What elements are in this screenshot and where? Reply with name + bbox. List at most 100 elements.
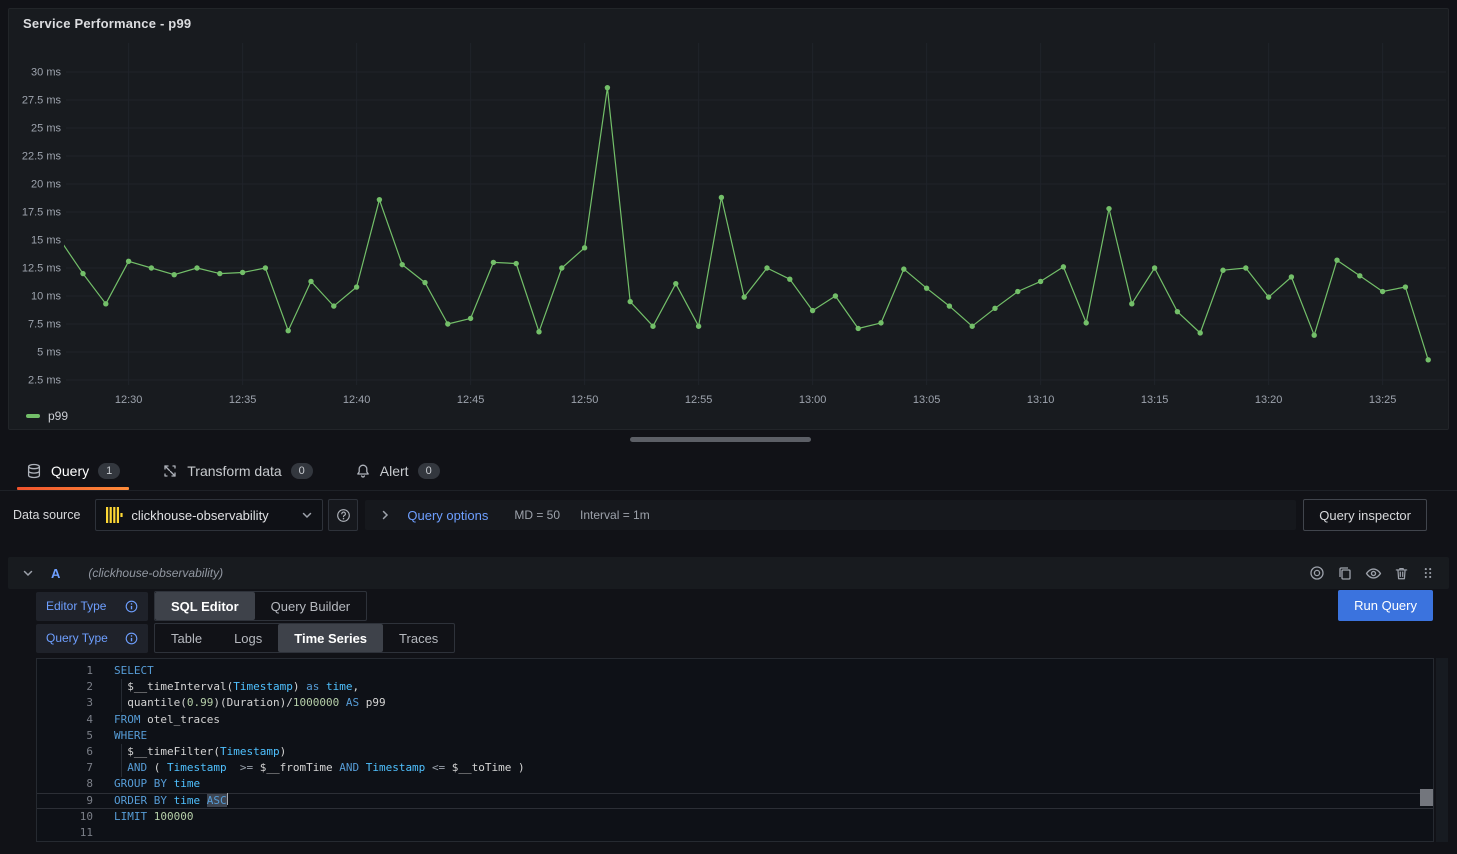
line-number: 4 — [37, 712, 93, 728]
sql-line-1[interactable]: 1SELECT — [37, 663, 1433, 679]
svg-text:12:30: 12:30 — [115, 394, 143, 406]
query-inspector-button[interactable]: Query inspector — [1303, 499, 1427, 531]
svg-text:7.5 ms: 7.5 ms — [28, 319, 62, 331]
editor-type-radio-group: SQL Editor Query Builder — [154, 591, 367, 621]
question-circle-icon — [336, 508, 351, 523]
line-number: 1 — [37, 663, 93, 679]
tab-query-label: Query — [51, 463, 89, 479]
editor-scrollbar-slider[interactable] — [1420, 789, 1433, 806]
datasource-value: clickhouse-observability — [131, 508, 293, 523]
query-type-label: Query Type — [46, 631, 108, 645]
sql-line-7[interactable]: 7 AND ( Timestamp >= $__fromTime AND Tim… — [37, 760, 1433, 776]
sql-line-4[interactable]: 4FROM otel_traces — [37, 712, 1433, 728]
query-type-table[interactable]: Table — [155, 624, 218, 652]
datasource-help-button[interactable] — [328, 499, 358, 531]
chevron-right-icon — [379, 509, 391, 521]
hide-response-eye-icon[interactable] — [1365, 565, 1382, 582]
editor-scrollbar-track[interactable] — [1436, 658, 1448, 842]
text-cursor — [227, 793, 229, 805]
transform-icon — [162, 463, 178, 479]
svg-text:13:20: 13:20 — [1255, 394, 1283, 406]
query-options-bar[interactable]: Query options MD = 50 Interval = 1m — [365, 500, 1296, 530]
editor-type-row: Editor Type SQL Editor Query Builder — [36, 591, 367, 621]
timeseries-panel: Service Performance - p99 2.5 ms5 ms7.5 … — [8, 8, 1449, 430]
sql-line-11[interactable]: 11 — [37, 825, 1433, 841]
indent-guide — [121, 679, 122, 712]
query-ref-name: A — [51, 566, 60, 581]
sql-line-10[interactable]: 10LIMIT 100000 — [37, 809, 1433, 825]
chart-legend[interactable]: p99 — [26, 409, 68, 423]
tab-query-count-badge: 1 — [98, 463, 120, 479]
tab-alert-label: Alert — [380, 463, 409, 479]
tab-query[interactable]: Query 1 — [26, 452, 120, 490]
info-circle-icon[interactable] — [125, 600, 138, 613]
clickhouse-logo-icon — [105, 506, 123, 524]
sql-line-5[interactable]: 5WHERE — [37, 728, 1433, 744]
remove-query-trash-icon[interactable] — [1394, 566, 1409, 581]
query-options-link[interactable]: Query options — [407, 508, 488, 523]
svg-text:5 ms: 5 ms — [37, 347, 61, 359]
tab-transform-count-badge: 0 — [291, 463, 313, 479]
timeseries-chart[interactable]: 2.5 ms 5 ms 7.5 ms 10 ms 12.5 ms 15 ms 17.5 ms… — [9, 9, 1450, 428]
tab-alert[interactable]: Alert 0 — [355, 452, 440, 490]
editor-type-label: Editor Type — [46, 599, 106, 613]
editor-type-query-builder[interactable]: Query Builder — [255, 592, 366, 620]
svg-text:30 ms: 30 ms — [31, 67, 61, 79]
database-icon — [26, 463, 42, 479]
sql-line-6[interactable]: 6 $__timeFilter(Timestamp) — [37, 744, 1433, 760]
svg-text:25 ms: 25 ms — [31, 123, 61, 135]
disable-query-icon[interactable] — [1309, 565, 1325, 581]
svg-text:12:50: 12:50 — [571, 394, 599, 406]
query-type-label-chip: Query Type — [36, 624, 148, 653]
query-row-header[interactable]: A (clickhouse-observability) — [8, 557, 1449, 589]
svg-text:10 ms: 10 ms — [31, 291, 61, 303]
active-tab-underline — [17, 487, 129, 490]
line-number: 8 — [37, 776, 93, 792]
line-number: 2 — [37, 679, 93, 695]
line-number: 5 — [37, 728, 93, 744]
legend-series-swatch — [26, 414, 40, 418]
datasource-picker[interactable]: clickhouse-observability — [95, 499, 323, 531]
duplicate-query-icon[interactable] — [1337, 565, 1353, 581]
line-number: 6 — [37, 744, 93, 760]
collapse-chevron-icon[interactable] — [22, 567, 34, 579]
svg-text:13:00: 13:00 — [799, 394, 827, 406]
sql-line-9[interactable]: 9ORDER BY time ASC — [37, 793, 1433, 809]
query-type-logs[interactable]: Logs — [218, 624, 278, 652]
run-query-button[interactable]: Run Query — [1338, 590, 1433, 621]
sql-line-8[interactable]: 8GROUP BY time — [37, 776, 1433, 792]
svg-text:12:40: 12:40 — [343, 394, 371, 406]
line-number: 7 — [37, 760, 93, 776]
svg-text:12.5 ms: 12.5 ms — [22, 263, 62, 275]
svg-text:13:15: 13:15 — [1141, 394, 1169, 406]
editor-type-sql-editor[interactable]: SQL Editor — [155, 592, 255, 620]
svg-text:17.5 ms: 17.5 ms — [22, 207, 62, 219]
editor-tabs: Query 1 Transform data 0 Alert 0 — [0, 452, 1457, 491]
legend-series-label: p99 — [48, 409, 68, 423]
query-type-traces[interactable]: Traces — [383, 624, 454, 652]
query-options-md: MD = 50 — [514, 508, 560, 522]
horizontal-scrollbar[interactable] — [630, 437, 811, 442]
tab-transform-data[interactable]: Transform data 0 — [162, 452, 313, 490]
drag-handle-icon[interactable] — [1421, 566, 1435, 580]
svg-text:12:55: 12:55 — [685, 394, 713, 406]
svg-text:13:25: 13:25 — [1369, 394, 1397, 406]
sql-line-3[interactable]: 3 quantile(0.99)(Duration)/1000000 AS p9… — [37, 695, 1433, 711]
svg-text:13:10: 13:10 — [1027, 394, 1055, 406]
svg-text:13:05: 13:05 — [913, 394, 941, 406]
info-circle-icon[interactable] — [125, 632, 138, 645]
svg-text:27.5 ms: 27.5 ms — [22, 95, 62, 107]
svg-text:2.5 ms: 2.5 ms — [28, 375, 62, 387]
line-number: 9 — [37, 793, 93, 809]
svg-text:15 ms: 15 ms — [31, 235, 61, 247]
datasource-label: Data source — [13, 508, 80, 522]
sql-code-editor[interactable]: 1SELECT2 $__timeInterval(Timestamp) as t… — [36, 658, 1434, 842]
line-number: 11 — [37, 825, 93, 841]
query-type-time-series[interactable]: Time Series — [278, 624, 383, 652]
sql-line-2[interactable]: 2 $__timeInterval(Timestamp) as time, — [37, 679, 1433, 695]
tab-transform-label: Transform data — [187, 463, 281, 479]
indent-guide — [121, 744, 122, 777]
datasource-row: Data source clickhouse-observability — [13, 499, 1427, 531]
svg-text:20 ms: 20 ms — [31, 179, 61, 191]
line-number: 3 — [37, 695, 93, 711]
